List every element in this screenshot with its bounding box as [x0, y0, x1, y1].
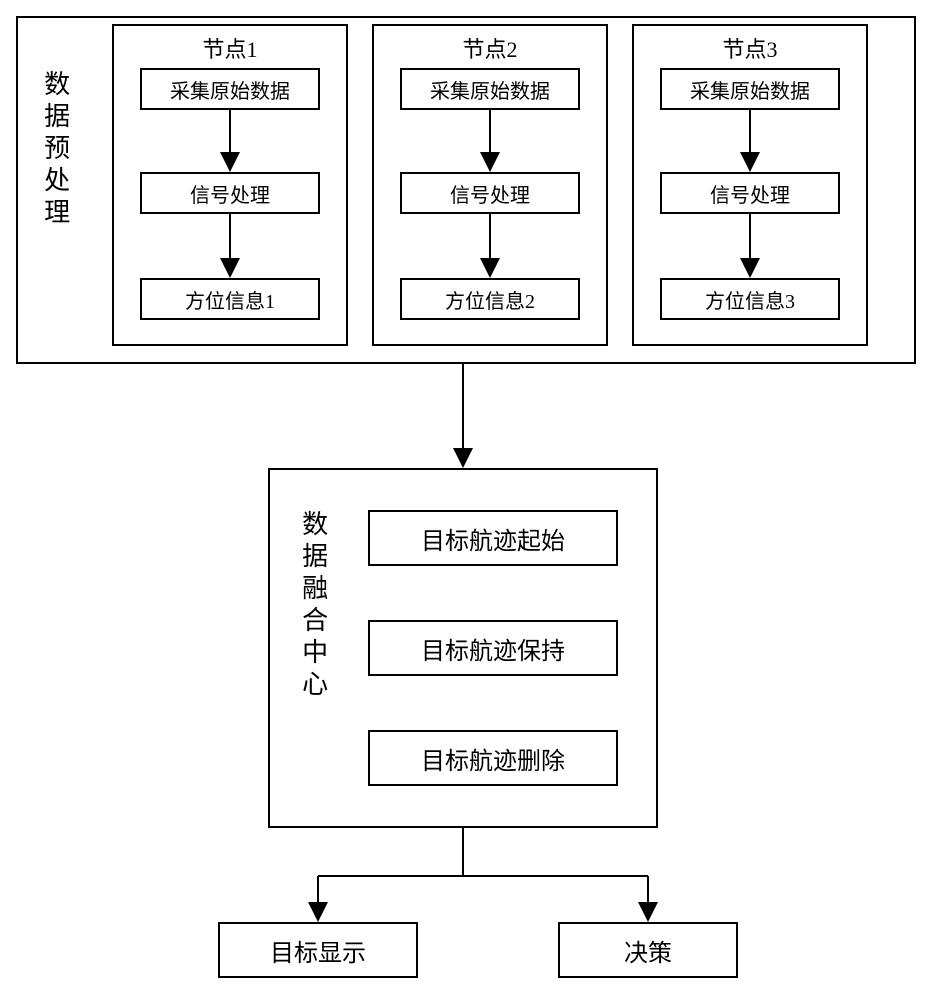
- node-2-step-3: 方位信息2: [400, 278, 580, 320]
- preprocess-label: 数据预处理: [40, 70, 69, 230]
- node-1-step-2: 信号处理: [140, 172, 320, 214]
- node-3-step-2: 信号处理: [660, 172, 840, 214]
- node-3-step-1: 采集原始数据: [660, 68, 840, 110]
- node-2-step-2: 信号处理: [400, 172, 580, 214]
- node-2-step-1: 采集原始数据: [400, 68, 580, 110]
- fusion-step-3: 目标航迹删除: [368, 730, 618, 786]
- output-decision: 决策: [558, 922, 738, 978]
- node-1-title: 节点1: [202, 32, 257, 64]
- fusion-label: 数据融合中心: [298, 510, 327, 702]
- node-1-step-1: 采集原始数据: [140, 68, 320, 110]
- fusion-step-2: 目标航迹保持: [368, 620, 618, 676]
- fusion-step-1: 目标航迹起始: [368, 510, 618, 566]
- node-3-title: 节点3: [722, 32, 777, 64]
- output-display: 目标显示: [218, 922, 418, 978]
- node-3-step-3: 方位信息3: [660, 278, 840, 320]
- node-2-title: 节点2: [462, 32, 517, 64]
- node-1-step-3: 方位信息1: [140, 278, 320, 320]
